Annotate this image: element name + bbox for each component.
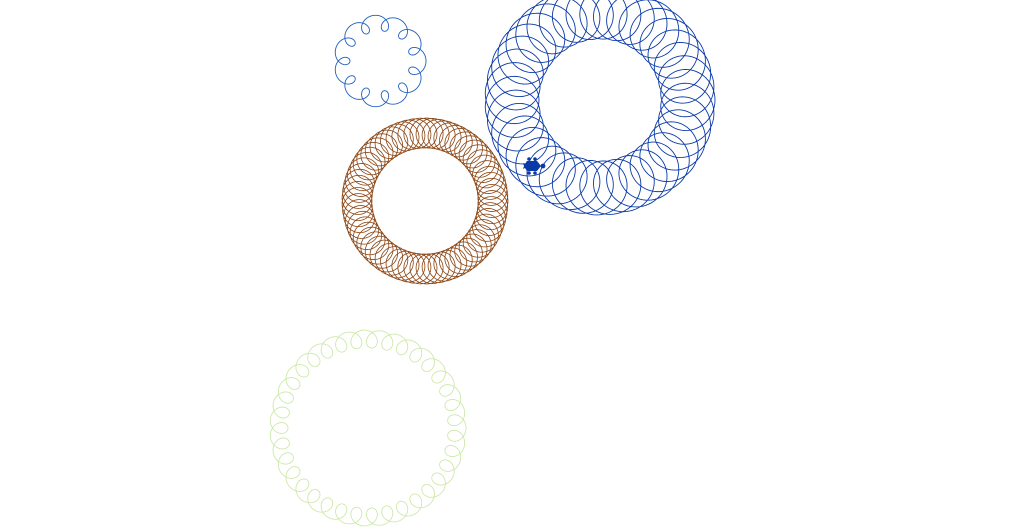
brown-ring-spiral (341, 117, 509, 285)
spirograph-layer (269, 0, 716, 527)
small-blue-spiral (334, 14, 427, 108)
turtle-leg (527, 171, 531, 175)
turtle-icon (523, 157, 546, 175)
turtle-leg (533, 171, 537, 175)
turtle-head (540, 163, 546, 169)
light-green-spiral (269, 329, 467, 527)
turtle-shell (523, 161, 541, 171)
large-dark-blue-spiral (484, 0, 716, 216)
turtle-leg (533, 157, 537, 161)
turtle-leg (527, 157, 531, 161)
